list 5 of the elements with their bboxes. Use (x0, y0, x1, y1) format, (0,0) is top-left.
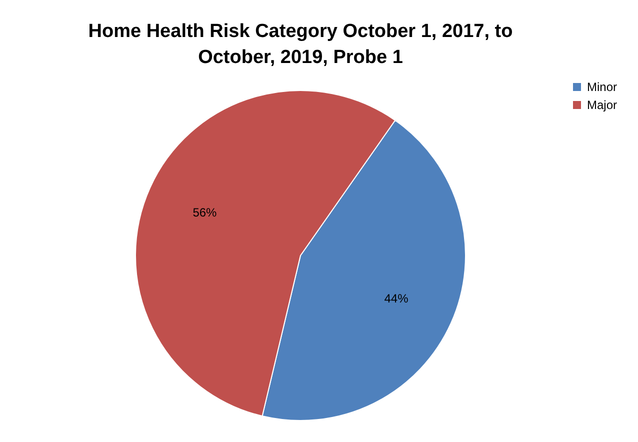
chart-title: Home Health Risk Category October 1, 2017, to October, 2019, Probe 1 (88, 21, 513, 68)
legend-label: Major (587, 98, 618, 112)
data-label: 44% (384, 292, 409, 306)
data-label: 56% (192, 205, 218, 220)
legend-label: Minor (587, 80, 618, 94)
